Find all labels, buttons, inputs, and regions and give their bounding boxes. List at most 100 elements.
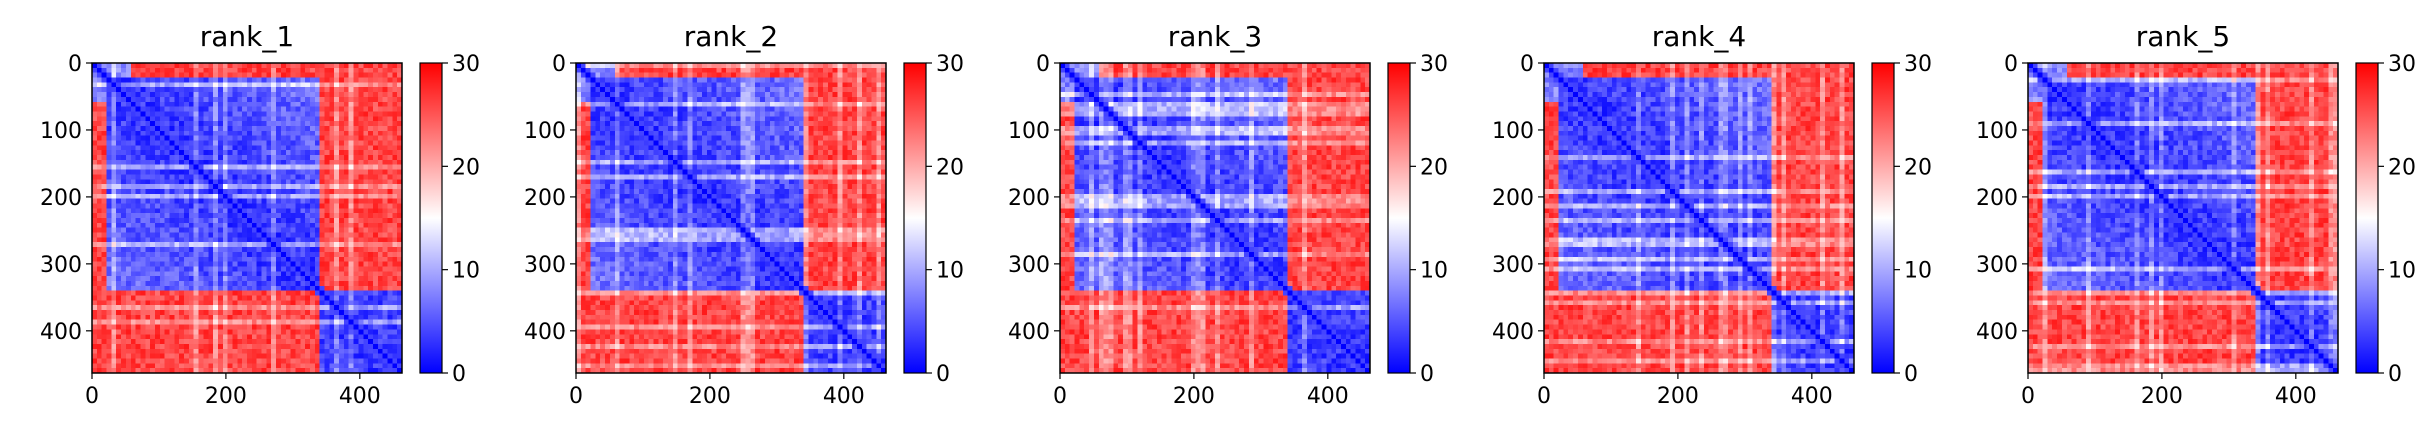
heatmap-cell: [261, 135, 267, 142]
heatmap-cell: [343, 208, 350, 214]
heatmap-cell: [334, 67, 340, 74]
heatmap-cell: [227, 339, 234, 345]
heatmap-cell: [266, 92, 272, 98]
heatmap-cell: [193, 203, 200, 209]
heatmap-cell: [372, 193, 379, 200]
heatmap-cell: [832, 63, 839, 69]
heatmap-cell: [290, 111, 297, 117]
heatmap-cell: [106, 300, 112, 306]
heatmap-cell: [125, 121, 132, 127]
heatmap-cell: [213, 242, 219, 248]
heatmap-cell: [295, 213, 301, 219]
heatmap-cell: [159, 232, 166, 238]
heatmap-cell: [290, 193, 297, 200]
heatmap-cell: [266, 77, 272, 83]
heatmap-cell: [789, 92, 795, 98]
heatmap-cell: [329, 193, 335, 200]
heatmap-cell: [193, 155, 200, 161]
heatmap-cell: [377, 222, 384, 229]
heatmap-cell: [222, 310, 229, 316]
heatmap-cell: [164, 125, 171, 132]
heatmap-cell: [305, 227, 311, 234]
heatmap-cell: [154, 339, 161, 345]
heatmap-cell: [387, 116, 393, 122]
heatmap-cell: [154, 232, 161, 238]
heatmap-cell: [353, 324, 359, 330]
heatmap-cell: [774, 92, 781, 98]
heatmap-cell: [237, 276, 243, 282]
heatmap-cell: [232, 353, 238, 360]
heatmap-cell: [222, 140, 229, 146]
heatmap-cell: [92, 63, 98, 69]
heatmap-cell: [184, 63, 190, 69]
heatmap-cell: [823, 67, 829, 74]
heatmap-cell: [329, 251, 335, 258]
heatmap-cell: [237, 111, 243, 117]
heatmap-cell: [609, 116, 616, 122]
heatmap-cell: [629, 106, 635, 113]
heatmap-cell: [135, 319, 142, 326]
heatmap-cell: [837, 72, 843, 79]
heatmap-cell: [643, 116, 650, 122]
heatmap-cell: [653, 111, 659, 117]
heatmap-cell: [314, 184, 321, 190]
heatmap-cell: [823, 111, 829, 117]
heatmap-cell: [154, 310, 161, 316]
heatmap-cell: [634, 67, 640, 74]
heatmap-cell: [242, 193, 248, 200]
heatmap-cell: [251, 155, 258, 161]
heatmap-cell: [692, 67, 698, 74]
heatmap-cell: [271, 116, 277, 122]
heatmap-cell: [271, 145, 277, 151]
heatmap-cell: [251, 222, 258, 229]
heatmap-cell: [111, 164, 117, 171]
heatmap-cell: [96, 101, 103, 108]
heatmap-cell: [280, 203, 287, 209]
heatmap-cell: [164, 193, 171, 200]
heatmap-cell: [135, 295, 142, 301]
heatmap-cell: [232, 208, 238, 214]
heatmap-cell: [363, 125, 369, 132]
heatmap-cell: [179, 305, 185, 311]
heatmap-cell: [363, 363, 369, 369]
heatmap-cell: [363, 329, 369, 335]
heatmap-cell: [150, 77, 156, 83]
heatmap-cell: [372, 319, 379, 326]
heatmap-cell: [343, 63, 350, 69]
heatmap-cell: [169, 300, 175, 306]
heatmap-cell: [203, 368, 209, 374]
heatmap-cell: [682, 96, 688, 103]
heatmap-cell: [314, 179, 321, 185]
heatmap-cell: [339, 334, 345, 340]
heatmap-cell: [150, 121, 156, 127]
heatmap-cell: [140, 276, 146, 282]
heatmap-cell: [300, 218, 306, 224]
heatmap-cell: [580, 101, 587, 108]
heatmap-cell: [135, 232, 142, 238]
heatmap-cell: [276, 353, 282, 360]
heatmap-cell: [343, 155, 350, 161]
heatmap-cell: [697, 87, 703, 93]
plot-frame: [91, 62, 403, 374]
heatmap-cell: [832, 72, 839, 79]
heatmap-cell: [280, 261, 287, 268]
heatmap-cell: [96, 72, 103, 79]
heatmap-cell: [339, 237, 345, 243]
heatmap-cell: [106, 184, 112, 190]
heatmap-cell: [184, 208, 190, 214]
heatmap-cell: [96, 145, 103, 151]
heatmap-cell: [309, 261, 316, 268]
heatmap-cell: [711, 106, 718, 113]
heatmap-cell: [227, 276, 234, 282]
heatmap-cell: [276, 319, 282, 326]
heatmap-cell: [159, 87, 166, 93]
heatmap-cell: [184, 82, 190, 88]
heatmap-cell: [392, 145, 398, 151]
heatmap-cell: [808, 96, 814, 103]
heatmap-cell: [343, 285, 350, 292]
heatmap-cell: [793, 96, 800, 103]
heatmap-cell: [256, 358, 263, 364]
heatmap-cell: [130, 111, 137, 117]
heatmap-cell: [96, 343, 103, 350]
heatmap-cell: [261, 324, 267, 330]
